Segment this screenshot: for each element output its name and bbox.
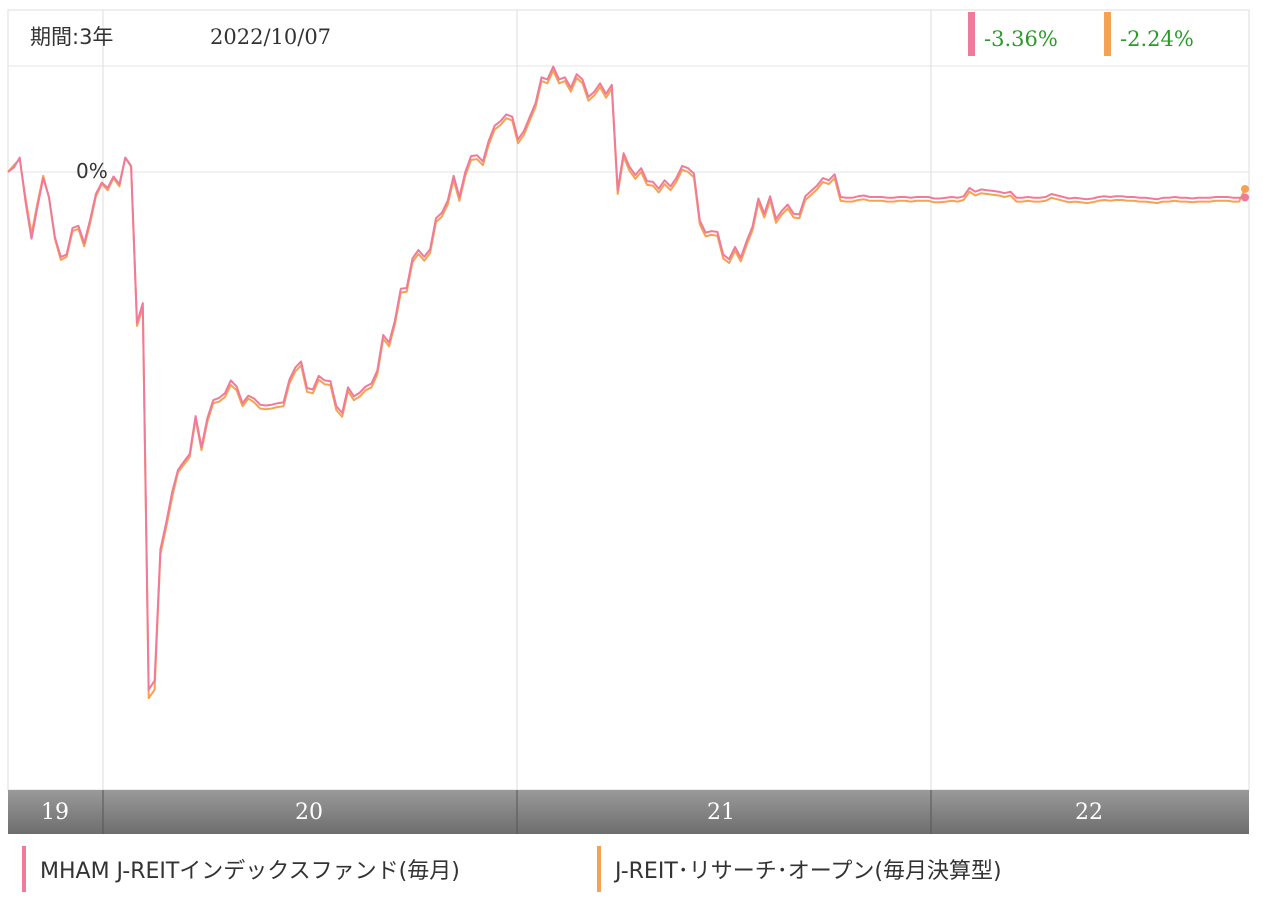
end-value-marker-1 [968,12,975,56]
x-tick-label: 22 [1075,800,1103,825]
x-tick-label: 19 [41,800,69,825]
legend-label-mham: MHAM J-REITインデックスファンド(毎月) [40,859,460,884]
end-value-marker-2 [1104,12,1111,56]
end-value-1: -3.36% [984,27,1058,51]
x-tick-label: 20 [295,800,323,825]
plot-area [7,9,1250,791]
series-end-point-2 [1241,184,1249,193]
zero-percent-label: 0% [76,159,108,183]
legend-swatch-mham [22,846,26,892]
legend-swatch-jreit-research [597,846,601,892]
date-label: 2022/10/07 [210,25,331,49]
x-tick-label: 21 [707,800,735,825]
legend-label-jreit-research: J-REIT･リサーチ･オープン(毎月決算型) [615,859,1002,884]
fund-performance-chart: 期間:3年 2022/10/07 -3.36% -2.24% 0% 19 20 21 22 [7,9,1250,834]
legend-item-mham: MHAM J-REITインデックスファンド(毎月) [22,846,460,892]
x-axis-band [8,790,1249,834]
period-label: 期間:3年 [30,25,113,49]
chart-container: 期間:3年 2022/10/07 -3.36% -2.24% 0% 19 20 21 22 [7,9,1250,834]
legend: MHAM J-REITインデックスファンド(毎月) J-REIT･リサーチ･オー… [0,846,1263,896]
series-end-point-1 [1241,193,1249,202]
end-value-2: -2.24% [1120,27,1194,51]
series-line-2 [7,69,1246,700]
series-line-1 [7,65,1246,691]
legend-item-jreit-research: J-REIT･リサーチ･オープン(毎月決算型) [597,846,1002,892]
